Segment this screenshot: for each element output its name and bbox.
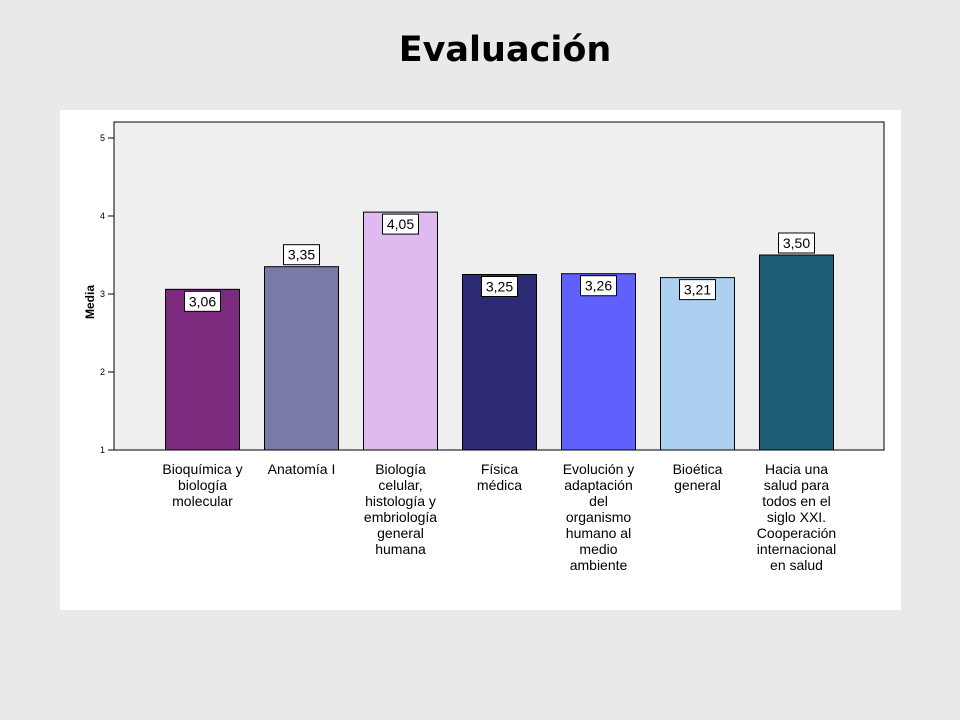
- data-label: 3,26: [585, 278, 612, 294]
- x-category-label-line: Biología: [375, 461, 426, 477]
- bar: [759, 254, 834, 451]
- y-tick-label: 5: [100, 133, 105, 143]
- x-category-label-line: embriología: [364, 509, 437, 525]
- data-label: 3,50: [783, 235, 810, 251]
- data-label-box: [283, 244, 320, 266]
- data-label: 3,35: [288, 247, 315, 263]
- data-label-box: [679, 279, 716, 301]
- x-category-label: Bioética general: [673, 461, 723, 493]
- x-category-label-line: celular,: [378, 477, 422, 493]
- x-category-label-line: Evolución y: [563, 461, 635, 477]
- x-category-label-line: Bioquímica y: [162, 461, 242, 477]
- x-category-label-line: salud para: [764, 477, 830, 493]
- x-category-label-line: general: [377, 525, 424, 541]
- x-category-label-line: ambiente: [570, 557, 628, 573]
- x-category-label: Anatomía I: [268, 461, 336, 477]
- x-category-label-line: adaptación: [564, 477, 633, 493]
- chart-panel: 1 2 3 4 5 3,06 Bioquímica y biología molecular 3…: [60, 110, 901, 610]
- y-axis-title: Media: [83, 285, 97, 319]
- bar-chart: 1 2 3 4 5 3,06 Bioquímica y biología molecular 3…: [83, 121, 885, 573]
- bar: [561, 273, 636, 451]
- x-category-label: Evolución y adaptación del organismo humano …: [563, 461, 635, 573]
- page-title: Evaluación: [398, 30, 612, 70]
- x-category-label-line: general: [674, 477, 721, 493]
- x-category-label: Biología celular, histología y embriología g…: [364, 461, 437, 557]
- data-label-box: [481, 276, 518, 297]
- x-category-label-line: médica: [477, 477, 522, 493]
- y-tick-label: 1: [100, 445, 105, 455]
- bar: [363, 211, 438, 451]
- data-label: 3,06: [189, 293, 216, 309]
- x-category-label-line: Cooperación: [757, 525, 836, 541]
- x-category-label-line: biología: [178, 477, 227, 493]
- data-label-box: [382, 213, 419, 235]
- data-label: 3,25: [486, 279, 513, 295]
- bar: [264, 266, 339, 451]
- x-category-label-line: del: [589, 493, 608, 509]
- data-label-box: [580, 275, 617, 297]
- x-category-label: Hacia una salud para todos en el siglo XXI.…: [757, 461, 836, 573]
- data-label: 3,21: [684, 282, 711, 298]
- bar: [165, 288, 240, 451]
- data-label-box: [184, 290, 221, 312]
- x-category-label-line: Anatomía I: [268, 461, 336, 477]
- x-category-label: Bioquímica y biología molecular: [162, 461, 242, 509]
- x-category-label-line: molecular: [172, 493, 233, 509]
- x-category-label-line: en salud: [770, 557, 823, 573]
- y-tick-label: 4: [100, 211, 105, 221]
- y-tick-label: 2: [100, 367, 105, 377]
- bar: [462, 274, 537, 451]
- x-category-label-line: medio: [579, 541, 617, 557]
- x-category-label-line: Bioética: [673, 461, 723, 477]
- y-tick-label: 3: [100, 289, 105, 299]
- x-category-label-line: todos en el: [762, 493, 831, 509]
- x-category-label-line: Hacia una: [765, 461, 828, 477]
- x-category-label-line: organismo: [566, 509, 632, 525]
- x-category-label-line: humano al: [566, 525, 631, 541]
- x-category-label-line: Física: [481, 461, 519, 477]
- bar: [660, 277, 735, 451]
- data-label-box: [778, 232, 815, 254]
- x-category-label-line: humana: [375, 541, 426, 557]
- x-category-label-line: internacional: [757, 541, 836, 557]
- x-category-label: Física médica: [477, 461, 522, 493]
- x-category-label-line: histología y: [365, 493, 436, 509]
- x-category-label-line: siglo XXI.: [767, 509, 826, 525]
- data-label: 4,05: [387, 216, 414, 232]
